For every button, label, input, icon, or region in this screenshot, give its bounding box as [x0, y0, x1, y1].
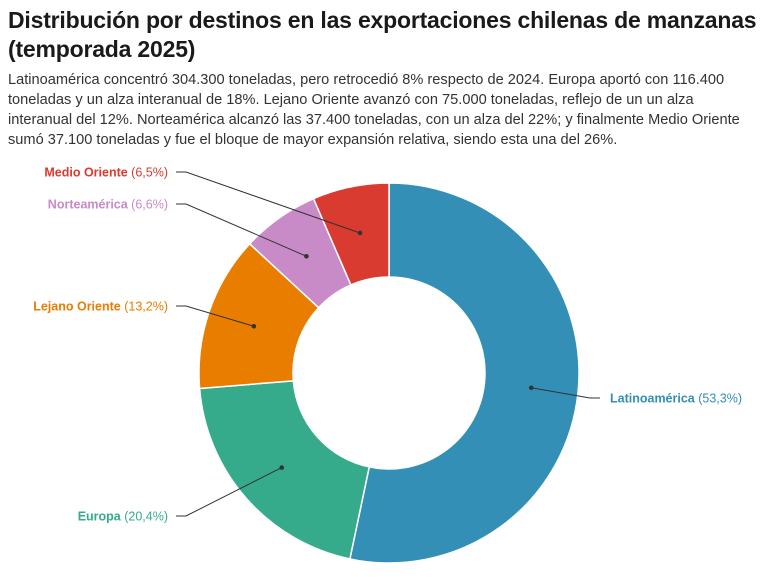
label-name-medio-oriente: Medio Oriente: [44, 166, 127, 180]
label-value-norteamerica: (6,6%): [128, 198, 168, 212]
label-name-latinoamerica: Latinoamérica: [610, 392, 696, 406]
label-lejano-oriente: Lejano Oriente (13,2%): [33, 300, 168, 314]
callout-line-latinoamerica: [531, 387, 600, 399]
label-name-norteamerica: Norteamérica: [48, 198, 129, 212]
slice-medio-oriente[interactable]: [312, 182, 390, 286]
label-latinoamerica: Latinoamérica (53,3%): [610, 392, 742, 406]
label-name-europa: Europa: [78, 510, 122, 524]
callout-dot-medio-oriente: [357, 230, 363, 236]
callout-line-europa: [176, 467, 282, 517]
label-norteamerica: Norteamérica (6,6%): [48, 198, 168, 212]
callout-dot-norteamerica: [304, 253, 309, 259]
chart-title: Distribución por destinos en las exporta…: [8, 7, 757, 62]
donut-slices: [198, 182, 580, 564]
label-value-lejano-oriente: (13,2%): [121, 300, 168, 314]
callout-dot-latinoamerica: [528, 385, 534, 391]
label-europa: Europa (20,4%): [78, 510, 168, 524]
donut-callouts: Latinoamérica (53,3%) Europa (20,4%) Lejan…: [33, 166, 742, 524]
callout-dot-lejano-oriente: [251, 323, 257, 329]
slice-europa[interactable]: [198, 380, 371, 560]
label-value-europa: (20,4%): [121, 510, 168, 524]
callout-dot-europa: [279, 465, 285, 470]
callout-line-lejano-oriente: [176, 305, 254, 327]
callout-line-medio-oriente: [176, 171, 361, 234]
slice-latinoamerica[interactable]: [348, 182, 580, 564]
label-medio-oriente: Medio Oriente (6,5%): [44, 166, 168, 180]
callout-line-norteamerica: [176, 203, 307, 257]
label-value-latinoamerica: (53,3%): [695, 392, 742, 406]
chart-subtitle: Latinoamérica concentró 304.300 tonelada…: [8, 72, 740, 148]
label-value-medio-oriente: (6,5%): [128, 166, 168, 180]
label-name-lejano-oriente: Lejano Oriente: [33, 300, 121, 314]
